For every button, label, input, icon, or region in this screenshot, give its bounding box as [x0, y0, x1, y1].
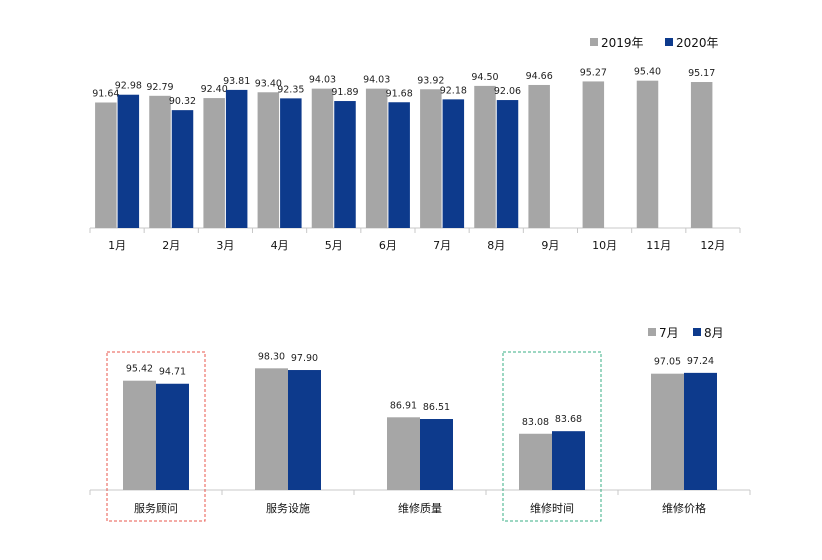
x-tick-label: 5月 [325, 239, 343, 252]
bar-2019 [311, 88, 334, 228]
bar-2020 [334, 101, 356, 228]
bar-2019 [420, 89, 442, 228]
data-label: 90.32 [169, 96, 196, 107]
bar-2020 [280, 98, 302, 229]
data-label: 86.51 [423, 402, 450, 413]
data-label: 92.40 [201, 84, 228, 95]
x-tick-label: 3月 [216, 239, 234, 252]
x-tick-label: 4月 [271, 239, 289, 252]
data-label: 83.68 [555, 414, 582, 425]
x-tick-label: 维修价格 [662, 501, 706, 515]
bar-2019 [365, 88, 388, 228]
data-label: 95.42 [126, 364, 153, 375]
x-tick-label: 11月 [646, 239, 671, 252]
legend-swatch [693, 328, 701, 336]
x-tick-label: 12月 [700, 239, 725, 252]
data-label: 91.64 [92, 88, 119, 99]
bar-jul [123, 380, 156, 490]
bar-2020 [117, 94, 140, 228]
data-label: 94.71 [159, 367, 186, 378]
data-label: 94.03 [309, 75, 336, 86]
data-label: 92.06 [494, 86, 521, 97]
legend-swatch [648, 328, 656, 336]
bar-aug [288, 370, 321, 490]
data-label: 95.27 [580, 67, 607, 78]
data-label: 91.68 [386, 88, 413, 99]
data-label: 92.18 [440, 85, 467, 96]
bar-2019 [528, 84, 550, 228]
x-tick-label: 服务设施 [266, 502, 310, 515]
x-tick-label: 维修时间 [530, 501, 574, 515]
x-tick-label: 8月 [487, 239, 505, 252]
x-tick-label: 7月 [433, 239, 451, 252]
bar-jul [519, 433, 552, 490]
x-tick-label: 6月 [379, 239, 397, 252]
x-tick-label: 服务顾问 [134, 502, 178, 515]
bar-2019 [203, 98, 225, 228]
legend-label: 7月 [659, 326, 679, 340]
legend-label: 8月 [704, 326, 724, 340]
bar-2020 [442, 99, 465, 228]
bar-aug [420, 419, 453, 490]
x-tick-label: 1月 [108, 239, 126, 252]
bar-2019 [636, 80, 659, 229]
data-label: 93.40 [255, 78, 282, 89]
data-label: 93.92 [417, 75, 444, 86]
bar-2020 [225, 89, 248, 228]
bar-2019 [474, 85, 496, 229]
bar-2019 [582, 81, 605, 229]
bar-aug [156, 383, 189, 490]
data-label: 94.03 [363, 75, 390, 86]
data-label: 86.91 [390, 400, 417, 411]
data-label: 92.35 [277, 84, 304, 95]
bar-2019 [149, 95, 171, 229]
bar-2020 [388, 102, 410, 228]
legend-label: 2019年 [601, 36, 644, 50]
x-tick-label: 9月 [541, 239, 559, 252]
legend-swatch [590, 38, 598, 46]
data-label: 97.90 [291, 353, 318, 364]
x-tick-label: 10月 [592, 239, 617, 252]
data-label: 98.30 [258, 351, 285, 362]
data-label: 95.40 [634, 67, 661, 78]
data-label: 83.08 [522, 417, 549, 428]
bar-2019 [257, 92, 280, 228]
bar-2019 [95, 102, 117, 228]
bar-jul [651, 373, 684, 490]
data-label: 93.81 [223, 76, 250, 87]
highlight-box [502, 351, 602, 522]
data-label: 97.05 [654, 357, 681, 368]
data-label: 92.98 [115, 81, 142, 92]
legend-label: 2020年 [676, 36, 719, 50]
data-label: 94.50 [471, 72, 498, 83]
data-label: 97.24 [687, 356, 714, 367]
bar-jul [387, 417, 420, 490]
highlight-box [106, 351, 206, 522]
bar-jul [255, 368, 288, 490]
data-label: 91.89 [331, 87, 358, 98]
data-label: 92.79 [146, 82, 173, 93]
x-tick-label: 维修质量 [398, 501, 442, 515]
data-label: 94.66 [526, 71, 553, 82]
bar-2020 [171, 110, 194, 228]
x-tick-label: 2月 [162, 239, 180, 252]
legend-swatch [665, 38, 673, 46]
bar-2020 [496, 100, 519, 228]
data-label: 95.17 [688, 68, 715, 79]
bar-2019 [690, 82, 713, 228]
bar-aug [552, 431, 585, 490]
bar-aug [684, 372, 717, 490]
